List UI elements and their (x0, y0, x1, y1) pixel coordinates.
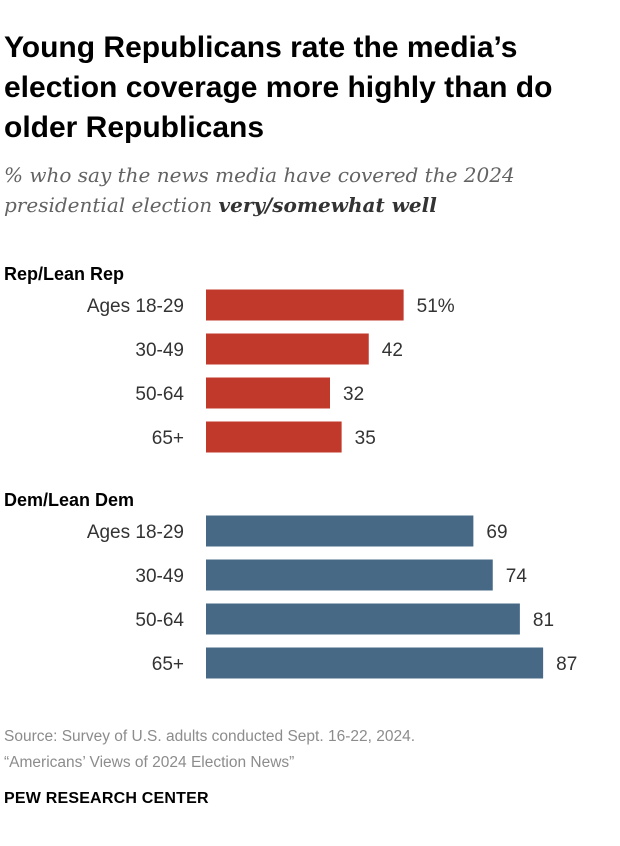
value-label: 74 (506, 566, 528, 587)
value-label: 51% (417, 296, 455, 317)
bar (206, 559, 493, 591)
category-label: 30-49 (135, 340, 184, 361)
brand-logo-text: PEW RESEARCH CENTER (4, 790, 209, 807)
source-line-2: “Americans’ Views of 2024 Election News” (4, 754, 295, 771)
category-label: 50-64 (135, 384, 184, 405)
group-title-dem: Dem/Lean Dem (4, 490, 134, 510)
category-label: 65+ (152, 428, 184, 449)
bar (206, 515, 474, 547)
bar-chart: Rep/Lean Rep Ages 18-29 51% 30-49 42 50-64 32 6… (4, 264, 577, 679)
value-label: 32 (343, 384, 364, 405)
bar (206, 421, 342, 453)
value-label: 87 (556, 654, 577, 675)
category-label: 50-64 (135, 610, 184, 631)
bar (206, 647, 544, 679)
subtitle-emphasis: very/somewhat well (218, 193, 437, 217)
chart-title: Young Republicans rate the media’s elect… (4, 31, 553, 144)
subtitle-lead: % who say the news media have covered th… (4, 163, 515, 217)
category-label: 65+ (152, 654, 184, 675)
category-label: 30-49 (135, 566, 184, 587)
value-label: 42 (382, 340, 403, 361)
value-label: 81 (533, 610, 554, 631)
value-label: 69 (486, 522, 507, 543)
bar (206, 289, 404, 321)
category-label: Ages 18-29 (87, 522, 184, 543)
bar (206, 333, 369, 365)
source-line-1: Source: Survey of U.S. adults conducted … (4, 728, 415, 745)
category-label: Ages 18-29 (87, 296, 184, 317)
value-label: 35 (355, 428, 376, 449)
group-title-rep: Rep/Lean Rep (4, 264, 124, 284)
bar (206, 377, 330, 409)
source-note: Source: Survey of U.S. adults conducted … (4, 724, 604, 776)
bar (206, 603, 520, 635)
chart-subtitle: % who say the news media have covered th… (4, 160, 604, 220)
